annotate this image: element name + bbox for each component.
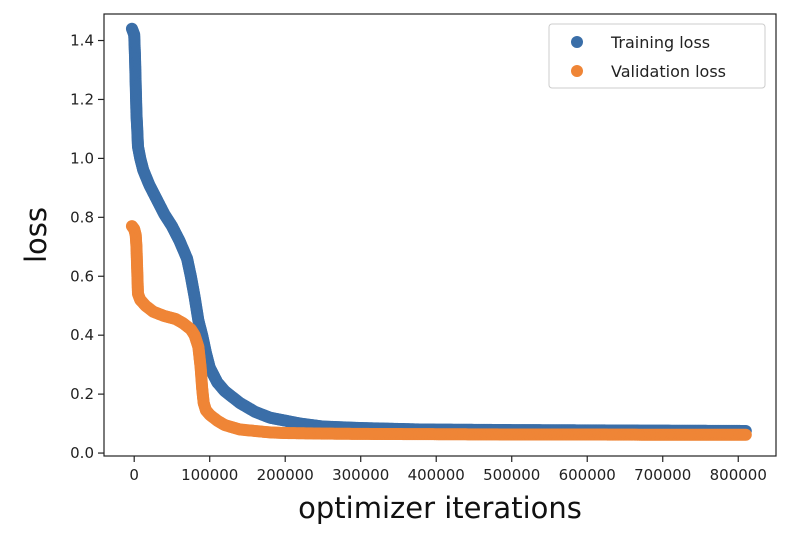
legend-label: Training loss: [610, 33, 710, 52]
legend: Training loss Validation loss: [548, 23, 766, 89]
legend-label: Validation loss: [611, 62, 726, 81]
legend-marker: [571, 65, 583, 77]
series-layer: [125, 22, 752, 441]
x-axis-label: optimizer iterations: [298, 491, 582, 525]
y-tick-label: 1.4: [70, 32, 94, 50]
y-tick-label: 0.6: [70, 267, 94, 285]
series-1: [125, 220, 752, 441]
y-tick-label: 0.8: [70, 208, 94, 226]
x-tick-label: 400000: [408, 466, 465, 484]
series-0: [125, 22, 752, 437]
y-axis-label: loss: [19, 207, 53, 263]
x-tick-label: 600000: [559, 466, 616, 484]
x-tick-label: 300000: [332, 466, 389, 484]
x-tick-label: 700000: [634, 466, 691, 484]
y-tick-label: 0.0: [70, 444, 94, 462]
plot-frame: [103, 13, 777, 457]
y-tick-label: 0.4: [70, 326, 94, 344]
legend-marker: [571, 36, 583, 48]
y-tick-label: 0.2: [70, 385, 94, 403]
x-tick-label: 500000: [483, 466, 540, 484]
y-axis: 0.0 0.2 0.4 0.6 0.8 1.0 1.2 1.4: [70, 32, 104, 462]
y-tick-label: 1.0: [70, 149, 94, 167]
data-point: [739, 428, 752, 441]
x-tick-label: 100000: [181, 466, 238, 484]
x-axis: 0 100000 200000 300000 400000 500000 600000 700…: [129, 456, 767, 484]
x-tick-label: 0: [129, 466, 139, 484]
legend-box: [548, 23, 766, 89]
y-tick-label: 1.2: [70, 90, 94, 108]
x-tick-label: 800000: [710, 466, 767, 484]
x-tick-label: 200000: [257, 466, 314, 484]
